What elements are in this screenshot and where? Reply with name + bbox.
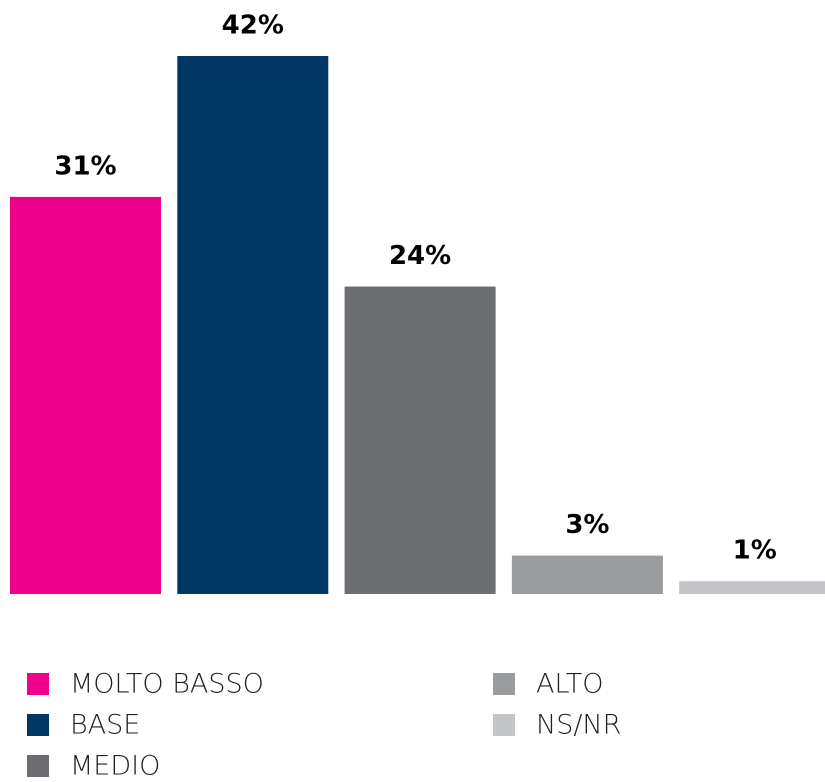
legend-swatch [27, 673, 49, 695]
legend-label: MEDIO [70, 751, 160, 782]
bar [511, 555, 663, 594]
value-label: 31% [54, 151, 116, 181]
bar [679, 581, 825, 594]
legend-label: BASE [70, 710, 140, 741]
legend-swatch [27, 714, 49, 736]
value-label: 1% [733, 536, 777, 566]
bar [10, 196, 161, 594]
value-label: 42% [222, 11, 284, 41]
value-label: 3% [565, 510, 609, 540]
bar [344, 286, 496, 594]
legend-label: ALTO [536, 669, 604, 700]
value-label: 24% [389, 241, 451, 271]
legend-label: MOLTO BASSO [70, 669, 264, 700]
legend-label: NS/NR [536, 710, 621, 741]
legend-swatch [27, 755, 49, 777]
legend-swatch [493, 714, 515, 736]
legend-swatch [493, 673, 515, 695]
bar [177, 56, 329, 594]
